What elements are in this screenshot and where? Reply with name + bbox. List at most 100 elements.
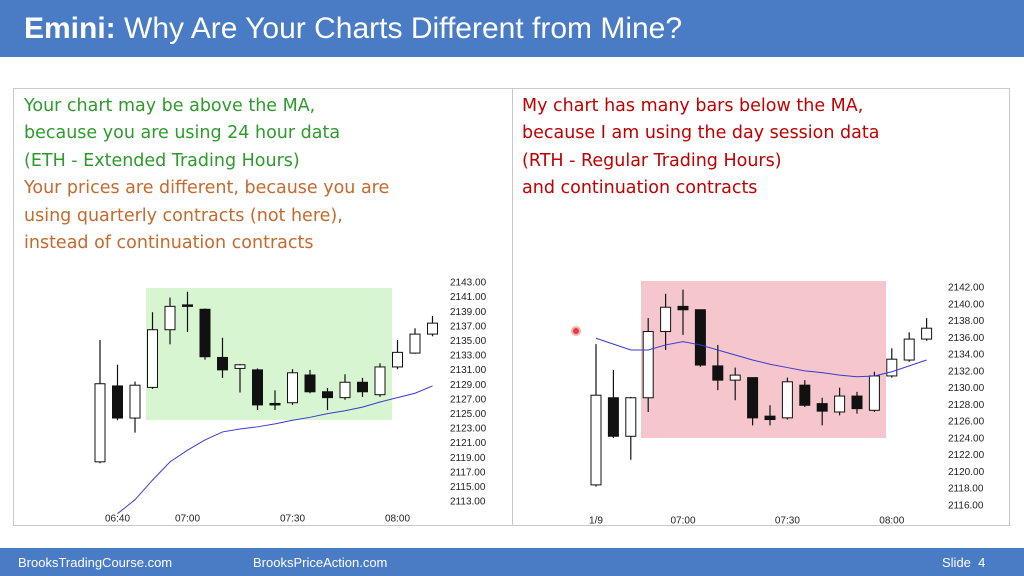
- text-line: (ETH - Extended Trading Hours): [24, 150, 300, 171]
- candle-body: [129, 384, 141, 419]
- left-panel: Your chart may be above the MA, because y…: [13, 88, 513, 526]
- y-tick-label: 2128.00: [948, 400, 985, 411]
- moving-average: [595, 337, 927, 378]
- candle-body: [427, 322, 438, 335]
- candle-body: [304, 374, 316, 393]
- y-tick-label: 2139.00: [450, 307, 487, 318]
- candle-body: [164, 305, 176, 331]
- candle-body: [903, 338, 915, 361]
- y-tick-label: 2138.00: [948, 316, 985, 327]
- candle-body: [322, 391, 333, 399]
- title: Why Are Your Charts Different from Mine?: [124, 12, 683, 45]
- slide-number: Slide 4: [942, 555, 986, 570]
- candle-body: [660, 306, 672, 333]
- y-tick-label: 2137.00: [450, 321, 487, 332]
- x-tick-label: 08:00: [879, 516, 904, 527]
- text-line: and continuation contracts: [522, 178, 758, 199]
- y-tick-label: 2142.00: [948, 283, 985, 294]
- candle-body: [357, 381, 368, 393]
- candle-body: [217, 356, 228, 371]
- x-tick-label: 07:30: [280, 514, 305, 525]
- left-text: Your chart may be above the MA, because y…: [24, 93, 389, 257]
- text-line: instead of continuation contracts: [24, 232, 314, 253]
- y-tick-label: 2140.00: [948, 299, 985, 310]
- y-tick-label: 2120.00: [948, 467, 985, 478]
- x-tick-label: 06:40: [105, 514, 130, 525]
- text-line: because I am using the day session data: [522, 123, 880, 144]
- candle-body: [625, 397, 637, 437]
- text-line: Your prices are different, because you a…: [24, 178, 390, 199]
- candle-body: [851, 395, 863, 410]
- y-tick-label: 2143.00: [450, 278, 487, 289]
- candle-body: [642, 331, 654, 399]
- cursor-dot: [571, 326, 581, 336]
- x-tick-label: 08:00: [385, 514, 410, 525]
- title-bold: Emini:: [24, 12, 116, 45]
- candle-body: [287, 372, 298, 404]
- y-tick-label: 2113.00: [450, 497, 486, 508]
- candle-body: [339, 381, 351, 399]
- right-text: My chart has many bars below the MA, beca…: [522, 93, 879, 203]
- candle-body: [234, 364, 246, 369]
- y-tick-label: 2125.00: [450, 409, 487, 420]
- right-panel: My chart has many bars below the MA, beca…: [512, 88, 1010, 526]
- x-tick-label: 07:00: [670, 516, 695, 527]
- highlight-box: [641, 281, 886, 438]
- y-tick-label: 2126.00: [948, 417, 985, 428]
- moving-average: [117, 385, 433, 515]
- candle-body: [409, 333, 421, 354]
- candle-body: [182, 304, 193, 307]
- candle-body: [729, 374, 741, 381]
- text-line: (RTH - Regular Trading Hours): [522, 150, 782, 171]
- candle-body: [199, 308, 211, 358]
- candle-body: [112, 385, 123, 419]
- y-tick-label: 2115.00: [450, 482, 486, 493]
- y-tick-label: 2132.00: [948, 366, 985, 377]
- candle-body: [694, 309, 706, 366]
- candle-body: [764, 415, 776, 421]
- candle-body: [607, 397, 619, 437]
- footer: BrooksTradingCourse.com BrooksPriceActio…: [0, 548, 1024, 576]
- candle-body: [590, 394, 602, 486]
- text-line: Your chart may be above the MA,: [24, 96, 316, 116]
- y-tick-label: 2141.00: [450, 292, 487, 303]
- title-bar: Emini: Why Are Your Charts Different fro…: [0, 0, 1024, 57]
- text-line: because you are using 24 hour data: [24, 123, 341, 144]
- footer-link: BrooksPriceAction.com: [253, 555, 388, 570]
- candle-body: [747, 377, 759, 419]
- y-tick-label: 2122.00: [948, 450, 985, 461]
- candle-body: [921, 327, 933, 340]
- y-tick-label: 2134.00: [948, 350, 985, 361]
- x-tick-label: 07:00: [175, 514, 200, 525]
- candle-body: [252, 369, 263, 406]
- y-tick-label: 2135.00: [450, 336, 487, 347]
- y-tick-label: 2118.00: [948, 484, 984, 495]
- y-tick-label: 2116.00: [948, 500, 984, 511]
- y-tick-label: 2117.00: [450, 467, 486, 478]
- candle-body: [677, 305, 689, 311]
- y-tick-label: 2124.00: [948, 433, 985, 444]
- y-tick-label: 2136.00: [948, 333, 985, 344]
- x-tick-label: 1/9: [589, 516, 603, 527]
- candle-body: [94, 383, 106, 463]
- candle-body: [712, 365, 724, 381]
- y-tick-label: 2133.00: [450, 351, 487, 362]
- highlight-box: [146, 288, 392, 420]
- y-tick-label: 2121.00: [450, 438, 487, 449]
- candle-body: [868, 375, 880, 411]
- y-tick-label: 2127.00: [450, 394, 487, 405]
- y-tick-label: 2119.00: [450, 453, 486, 464]
- candle-body: [374, 366, 386, 396]
- x-tick-label: 07:30: [775, 516, 800, 527]
- candle-body: [834, 395, 846, 413]
- y-tick-label: 2130.00: [948, 383, 985, 394]
- text-line: My chart has many bars below the MA,: [522, 96, 864, 116]
- footer-link: BrooksTradingCourse.com: [18, 555, 173, 570]
- y-tick-label: 2131.00: [450, 365, 487, 376]
- candle-body: [147, 329, 158, 388]
- candle-body: [886, 358, 898, 377]
- candle-body: [781, 381, 793, 419]
- y-tick-label: 2123.00: [450, 424, 487, 435]
